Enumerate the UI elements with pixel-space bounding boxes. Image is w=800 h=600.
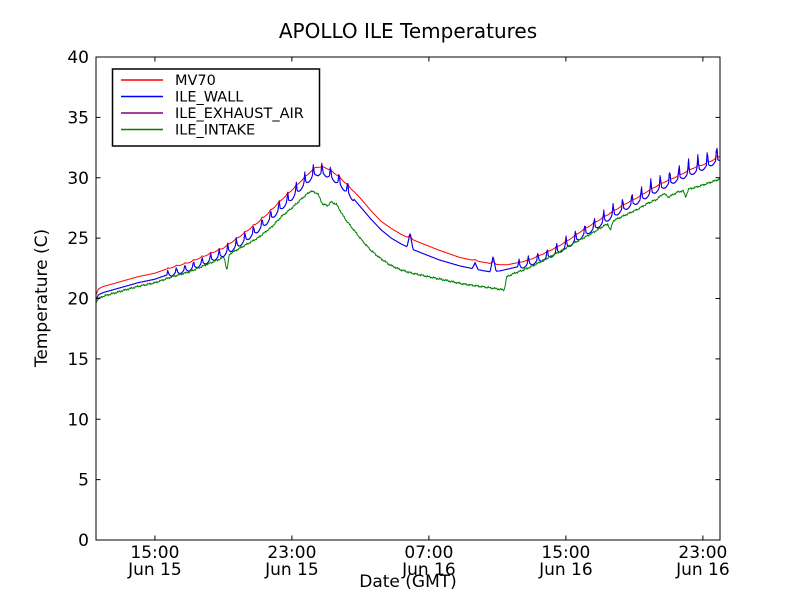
legend-box [111,68,321,147]
x-tick-label-date: Jun 16 [401,560,456,580]
plot-area [96,147,720,304]
x-tick-label-time: 15:00 [541,543,590,563]
x-tick-label-time: 23:00 [678,543,727,563]
legend-label-ile-exhaust-air: ILE_EXHAUST_AIR [175,106,304,122]
series-line-ile-intake [96,178,720,304]
x-tick-label-date: Jun 15 [264,560,319,580]
y-tick-label: 40 [67,48,89,68]
legend-row: ILE_WALL [121,90,243,106]
x-axis-label: Date (GMT) [359,572,457,592]
legend-label-ile-intake: ILE_INTAKE [175,123,255,139]
x-tick-label-time: 07:00 [404,543,453,563]
legend-row: MV70 [121,73,216,89]
legend-label-mv70: MV70 [175,73,216,89]
chart-title: APOLLO ILE Temperatures [279,19,537,43]
legend: MV70 ILE_WALL ILE_EXHAUST_AIR ILE_INTAKE [111,68,321,147]
y-tick-label: 25 [67,229,89,249]
y-tick-label: 15 [67,350,89,370]
y-tick-label: 0 [78,531,89,551]
x-tick-label-time: 23:00 [267,543,316,563]
plot-border [95,56,721,541]
x-tick-label-time: 15:00 [130,543,179,563]
x-tick-label-date: Jun 15 [127,560,182,580]
y-tick-label: 20 [67,290,89,310]
y-tick-label: 30 [67,169,89,189]
y-tick-label: 5 [78,471,89,491]
x-tick-label-date: Jun 16 [538,560,593,580]
y-tick-label: 10 [67,410,89,430]
series-line-mv70 [96,155,720,296]
legend-row: ILE_INTAKE [121,123,255,139]
y-axis-label: Temperature (C) [32,229,52,368]
legend-row: ILE_EXHAUST_AIR [121,106,304,122]
series-line-ile-wall [96,148,720,300]
x-tick-label-date: Jun 16 [675,560,730,580]
legend-label-ile-wall: ILE_WALL [175,90,243,106]
y-tick-label: 35 [67,108,89,128]
